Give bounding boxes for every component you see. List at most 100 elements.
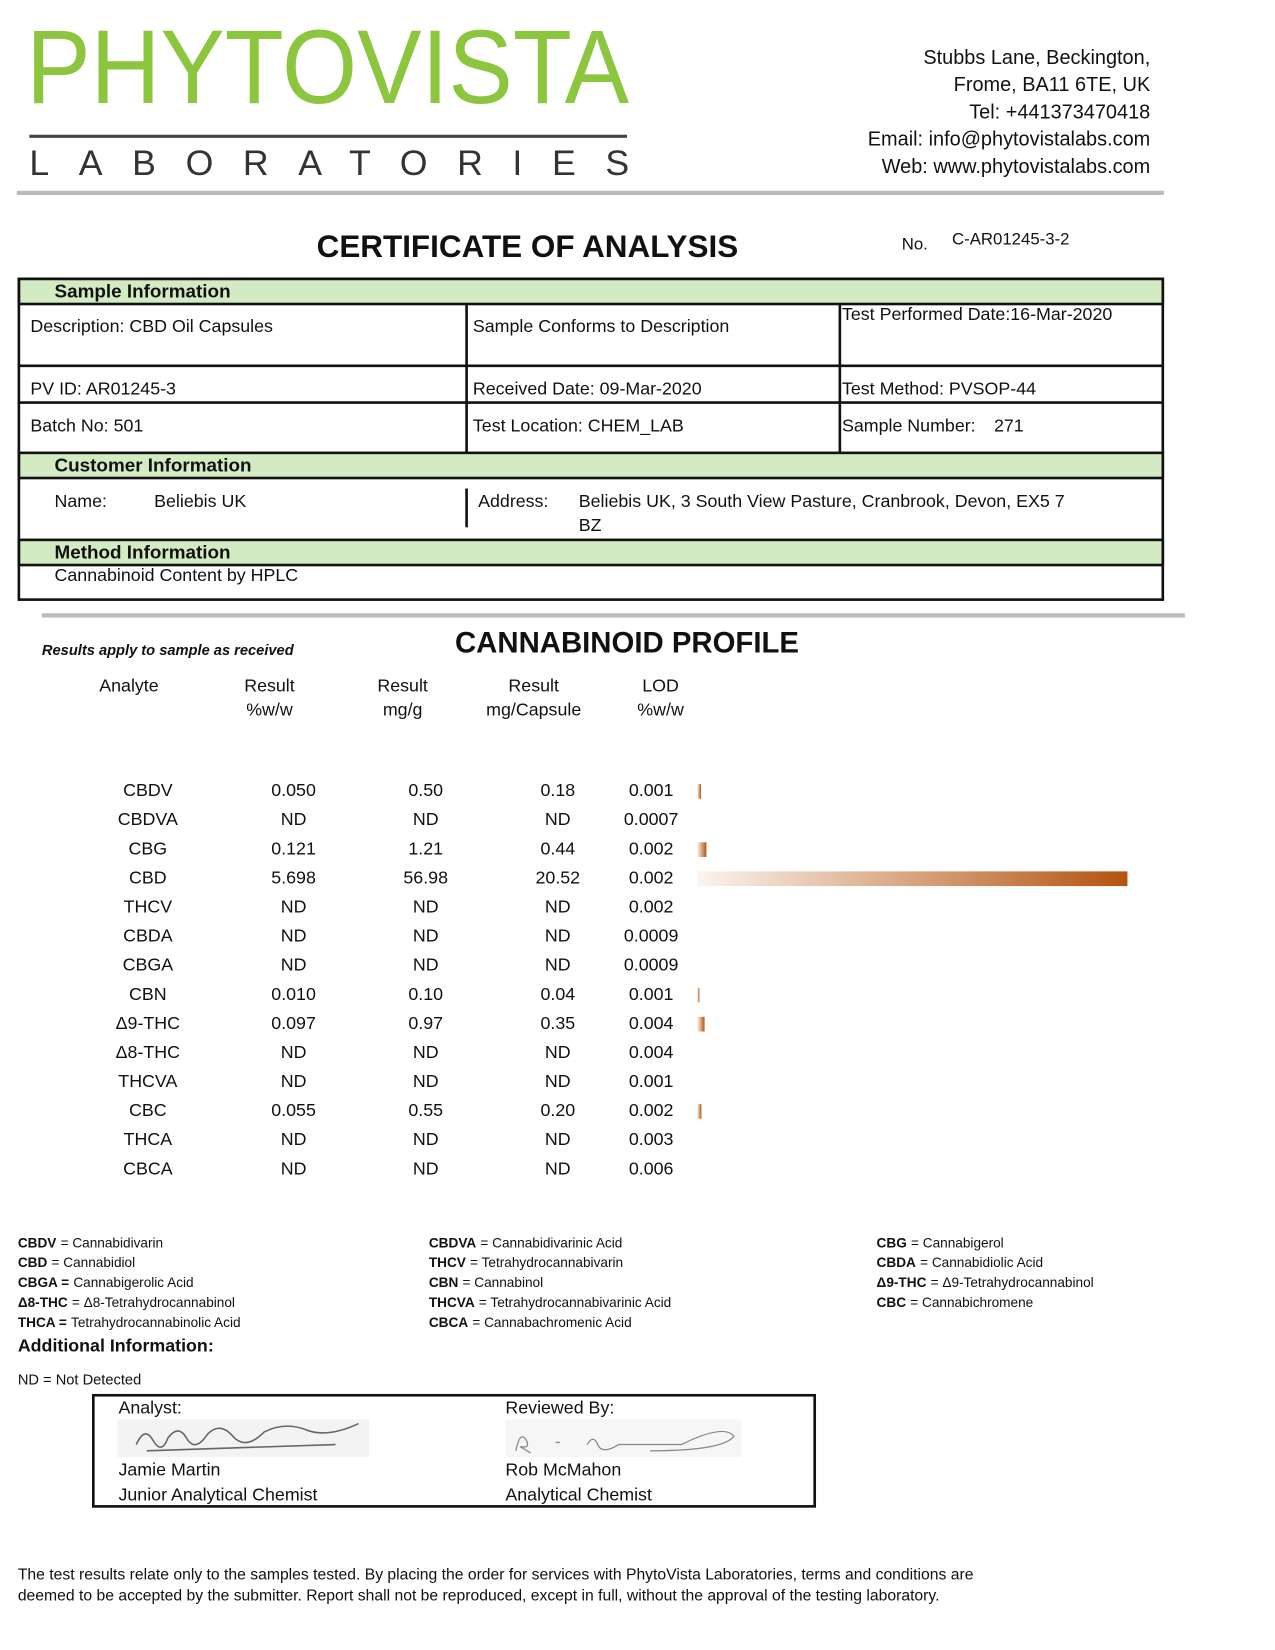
analyte: Δ9-THC — [116, 1013, 180, 1033]
field: Batch No: 501 — [30, 415, 143, 435]
cell: 0.20 — [540, 1100, 575, 1120]
sig-label: Reviewed By: — [505, 1398, 614, 1418]
glossary-def: = Tetrahydrocannabivarin — [470, 1255, 623, 1270]
glossary-entry: CBDV = Cannabidivarin — [18, 1235, 163, 1250]
column-header: Result — [508, 675, 559, 695]
field: Beliebis UK, 3 South View Pasture, Cranb… — [579, 491, 1065, 511]
cell: ND — [413, 1129, 439, 1149]
analyte: Δ8-THC — [116, 1042, 180, 1062]
glossary-def: = Cannabidiol — [52, 1255, 136, 1270]
column-header: %w/w — [637, 699, 684, 719]
cell: 0.010 — [271, 984, 316, 1004]
glossary-entry: Δ8-THC = Δ8-Tetrahydrocannabinol — [18, 1295, 235, 1310]
logo-main: PHYTOVISTA — [26, 9, 629, 126]
field: Beliebis UK — [154, 491, 246, 511]
certificate-title: CERTIFICATE OF ANALYSIS — [317, 229, 739, 264]
result-bar — [697, 1016, 705, 1032]
cell: ND — [281, 1129, 307, 1149]
column-header: Result — [377, 675, 428, 695]
cell: 0.004 — [629, 1013, 674, 1033]
cell: ND — [413, 1158, 439, 1178]
cell: ND — [413, 955, 439, 975]
analyte: CBCA — [123, 1158, 173, 1178]
result-bar — [697, 871, 1128, 887]
cell: 0.001 — [629, 984, 674, 1004]
field: PV ID: AR01245-3 — [30, 379, 176, 399]
analyte: THCVA — [118, 1071, 177, 1091]
cell: 0.055 — [271, 1100, 316, 1120]
cert-no-label: No. — [902, 235, 928, 254]
cell: 0.006 — [629, 1158, 674, 1178]
cell: 5.698 — [271, 867, 316, 887]
cell: ND — [281, 1158, 307, 1178]
result-bar — [697, 1104, 702, 1119]
cell: 0.55 — [408, 1100, 443, 1120]
cell: 0.002 — [629, 838, 674, 858]
glossary-entry: Δ9-THC = Δ9-Tetrahydrocannabinol — [877, 1275, 1094, 1290]
sig-name: Jamie Martin — [118, 1459, 220, 1479]
field: Test Location: CHEM_LAB — [473, 415, 684, 436]
field: Sample Number: — [842, 415, 976, 435]
glossary-entry: THCA = Tetrahydrocannabinolic Acid — [18, 1315, 241, 1330]
sig-name: Rob McMahon — [505, 1459, 621, 1479]
glossary-entry: CBDA = Cannabidiolic Acid — [877, 1255, 1043, 1270]
field: Name: — [55, 491, 107, 511]
cell: ND — [545, 897, 571, 917]
sig-title: Junior Analytical Chemist — [118, 1485, 317, 1505]
cell: ND — [413, 926, 439, 946]
result-bar — [697, 842, 707, 857]
cell: 0.121 — [271, 838, 316, 858]
section-heading: Customer Information — [55, 454, 252, 475]
glossary-def: = Cannabichromene — [910, 1295, 1033, 1310]
column-header: %w/w — [246, 699, 293, 719]
field: Cannabinoid Content by HPLC — [55, 565, 299, 585]
cell: 0.0009 — [624, 955, 679, 975]
glossary-abbr: CBDA — [877, 1255, 916, 1270]
cell: ND — [281, 897, 307, 917]
glossary-def: = Cannabinol — [463, 1275, 544, 1290]
sig-title: Analytical Chemist — [505, 1485, 652, 1505]
cell: ND — [413, 897, 439, 917]
section-heading: Sample Information — [55, 280, 231, 301]
glossary-abbr: CBG — [877, 1235, 907, 1250]
glossary-abbr: CBC — [877, 1295, 907, 1310]
reviewer-signature — [515, 1430, 735, 1454]
profile-note: Results apply to sample as received — [42, 643, 295, 659]
glossary-def: = Cannabidivarin — [61, 1235, 164, 1250]
logo-sub: LABORATORIES — [29, 143, 629, 183]
cell: ND — [545, 955, 571, 975]
address-line: Web: www.phytovistalabs.com — [882, 156, 1151, 178]
glossary-abbr: Δ9-THC — [877, 1275, 927, 1290]
glossary-abbr: THCVA — [429, 1295, 475, 1310]
cell: ND — [413, 1042, 439, 1062]
cell: 0.002 — [629, 1100, 674, 1120]
glossary-abbr: CBDVA — [429, 1235, 477, 1250]
field: Address: — [478, 491, 548, 511]
glossary-def: = Tetrahydrocannabivarinic Acid — [479, 1295, 671, 1310]
field: 271 — [994, 415, 1024, 435]
cell: ND — [281, 1042, 307, 1062]
cell: ND — [545, 926, 571, 946]
glossary-def: = Cannabidivarinic Acid — [480, 1235, 622, 1250]
field: Received Date: 09-Mar-2020 — [473, 379, 702, 399]
glossary-entry: CBC = Cannabichromene — [877, 1295, 1034, 1310]
cell: 0.50 — [408, 780, 443, 800]
glossary-abbr: CBDV — [18, 1235, 57, 1250]
field: Test Method: PVSOP-44 — [842, 379, 1036, 399]
analyte: THCA — [124, 1129, 173, 1149]
glossary-entry: THCVA = Tetrahydrocannabivarinic Acid — [429, 1295, 671, 1310]
cell: 56.98 — [403, 867, 448, 887]
field: BZ — [579, 515, 602, 535]
glossary-abbr: THCV — [429, 1255, 466, 1270]
cell: ND — [281, 926, 307, 946]
profile-title: CANNABINOID PROFILE — [455, 626, 799, 659]
info-boxes — [17, 277, 1165, 601]
cell: 0.10 — [408, 984, 443, 1004]
address-line: Tel: +441373470418 — [969, 101, 1150, 123]
result-bar — [697, 784, 702, 799]
glossary-def: = Cannabidiolic Acid — [920, 1255, 1043, 1270]
cell: 0.44 — [540, 838, 575, 858]
cell: 0.04 — [540, 984, 575, 1004]
cell: 0.97 — [408, 1013, 443, 1033]
cell: 0.18 — [540, 780, 575, 800]
